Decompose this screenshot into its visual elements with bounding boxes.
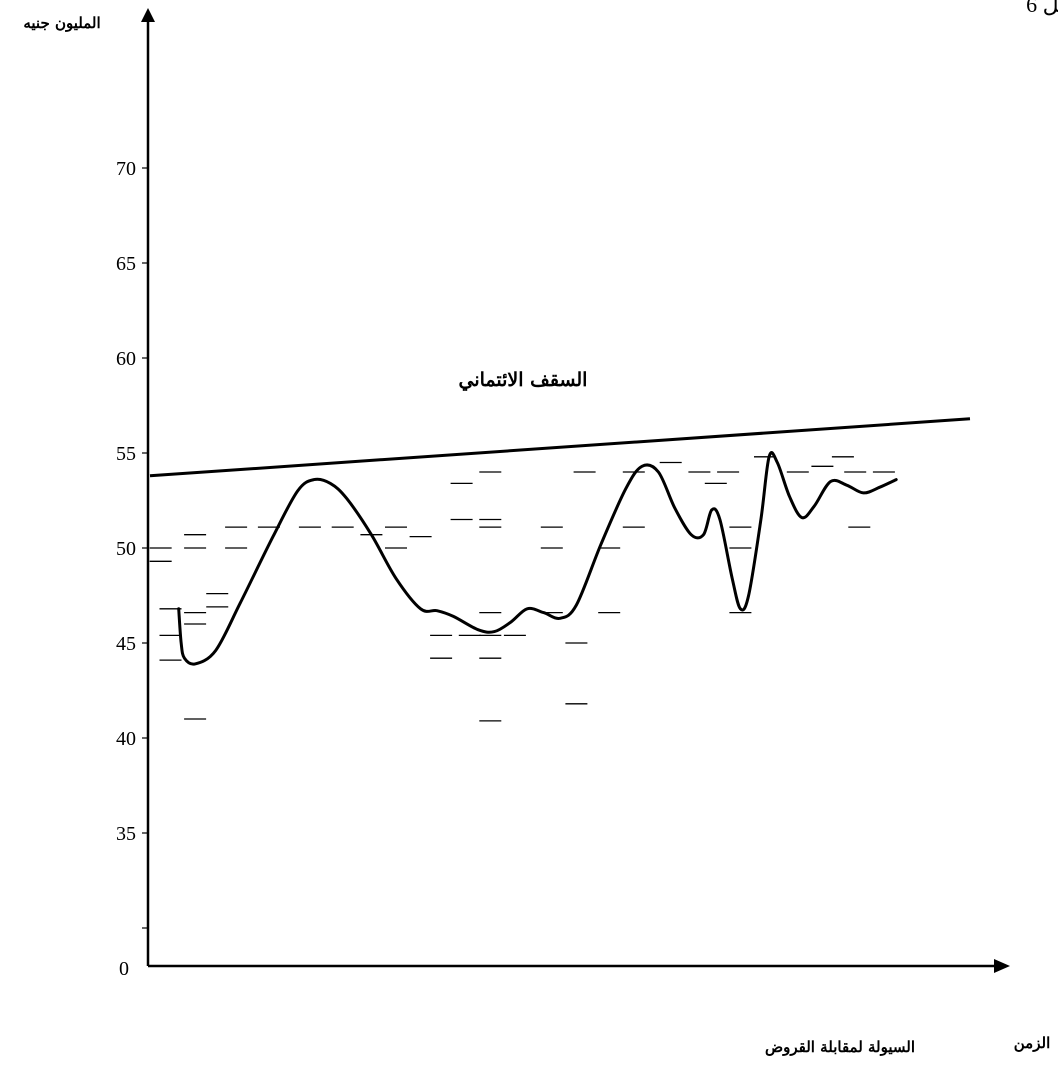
credit-ceiling-label: السقف الائتماني: [459, 369, 588, 392]
x-axis-arrow-icon: [994, 959, 1010, 973]
scatter-dash-marks: [149, 456, 895, 722]
y-tick-label: 45: [116, 633, 136, 655]
credit-ceiling-line: [149, 417, 971, 478]
y-tick-label: 60: [116, 348, 136, 370]
header-fragment: شكل 6: [1026, 0, 1058, 17]
y-axis-label: المليون جنيه: [23, 14, 100, 32]
y-tick-label: 70: [116, 158, 136, 180]
series-lines: [149, 417, 971, 666]
origin-label: 0: [119, 958, 129, 980]
chart-labels: شكل 6 المليون جنيه الزمن السقف الائتماني…: [23, 0, 1058, 1056]
liquidity-curve: [177, 451, 898, 666]
x-axis-label: الزمن: [1014, 1034, 1050, 1052]
y-axis-arrow-icon: [141, 8, 155, 22]
y-axis-ticks: 70 65 60 55 50 45 40 35: [116, 158, 148, 929]
y-tick-label: 50: [116, 538, 136, 560]
y-tick-label: 65: [116, 253, 136, 275]
y-tick-label: 40: [116, 728, 136, 750]
y-tick-label: 55: [116, 443, 136, 465]
y-tick-label: 35: [116, 823, 136, 845]
liquidity-series-label: السيولة لمقابلة القروض: [765, 1038, 915, 1056]
chart-axes: [141, 8, 1010, 973]
